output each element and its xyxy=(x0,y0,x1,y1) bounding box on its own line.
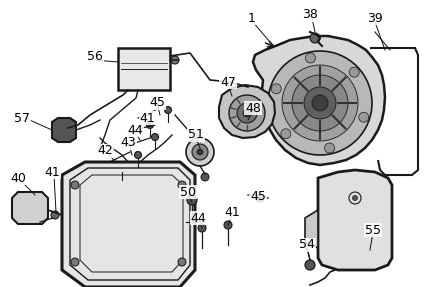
Polygon shape xyxy=(253,36,385,165)
Text: 42: 42 xyxy=(97,144,113,158)
Circle shape xyxy=(304,87,336,119)
Circle shape xyxy=(151,133,158,141)
Circle shape xyxy=(146,121,154,129)
Circle shape xyxy=(268,51,372,155)
Text: 41: 41 xyxy=(44,166,60,179)
Polygon shape xyxy=(305,210,318,248)
Circle shape xyxy=(305,260,315,270)
Circle shape xyxy=(229,95,265,131)
Text: 43: 43 xyxy=(120,137,136,150)
Text: 45: 45 xyxy=(250,189,266,203)
Circle shape xyxy=(51,211,59,219)
Text: 48: 48 xyxy=(245,102,261,115)
Circle shape xyxy=(198,224,206,232)
Circle shape xyxy=(325,143,335,153)
Polygon shape xyxy=(52,118,76,142)
Circle shape xyxy=(171,56,179,64)
Circle shape xyxy=(224,221,232,229)
Polygon shape xyxy=(318,170,392,270)
Circle shape xyxy=(310,33,320,43)
Text: 45: 45 xyxy=(149,96,165,110)
Circle shape xyxy=(118,164,126,172)
Circle shape xyxy=(71,258,79,266)
Text: 55: 55 xyxy=(365,224,381,236)
Circle shape xyxy=(312,95,328,111)
Text: 38: 38 xyxy=(302,9,318,22)
Circle shape xyxy=(197,149,203,155)
Text: 39: 39 xyxy=(367,11,383,24)
Text: 51: 51 xyxy=(188,129,204,141)
Circle shape xyxy=(192,144,208,160)
Circle shape xyxy=(237,103,257,123)
Circle shape xyxy=(305,53,315,63)
Circle shape xyxy=(164,106,172,113)
Text: 44: 44 xyxy=(127,123,143,137)
Circle shape xyxy=(349,67,359,77)
Circle shape xyxy=(281,129,291,139)
Circle shape xyxy=(186,138,214,166)
Polygon shape xyxy=(12,192,48,224)
Circle shape xyxy=(271,84,281,94)
Text: 1: 1 xyxy=(248,11,256,24)
Circle shape xyxy=(256,194,264,202)
Circle shape xyxy=(292,75,348,131)
Circle shape xyxy=(178,258,186,266)
Bar xyxy=(118,48,170,90)
Circle shape xyxy=(353,195,357,201)
Circle shape xyxy=(71,181,79,189)
Circle shape xyxy=(359,112,369,122)
Circle shape xyxy=(187,195,197,205)
Circle shape xyxy=(135,152,142,158)
Circle shape xyxy=(243,109,251,117)
Text: 47: 47 xyxy=(220,75,236,88)
Circle shape xyxy=(282,65,358,141)
Circle shape xyxy=(178,181,186,189)
Text: 41: 41 xyxy=(139,112,155,125)
Text: 44: 44 xyxy=(190,212,206,224)
Text: 50: 50 xyxy=(180,185,196,199)
Text: 57: 57 xyxy=(14,112,30,125)
Polygon shape xyxy=(62,162,195,287)
Circle shape xyxy=(201,173,209,181)
Text: 40: 40 xyxy=(10,172,26,185)
Text: 56: 56 xyxy=(87,51,103,63)
Polygon shape xyxy=(219,85,275,138)
Text: 54: 54 xyxy=(299,238,315,251)
Text: 41: 41 xyxy=(224,207,240,220)
